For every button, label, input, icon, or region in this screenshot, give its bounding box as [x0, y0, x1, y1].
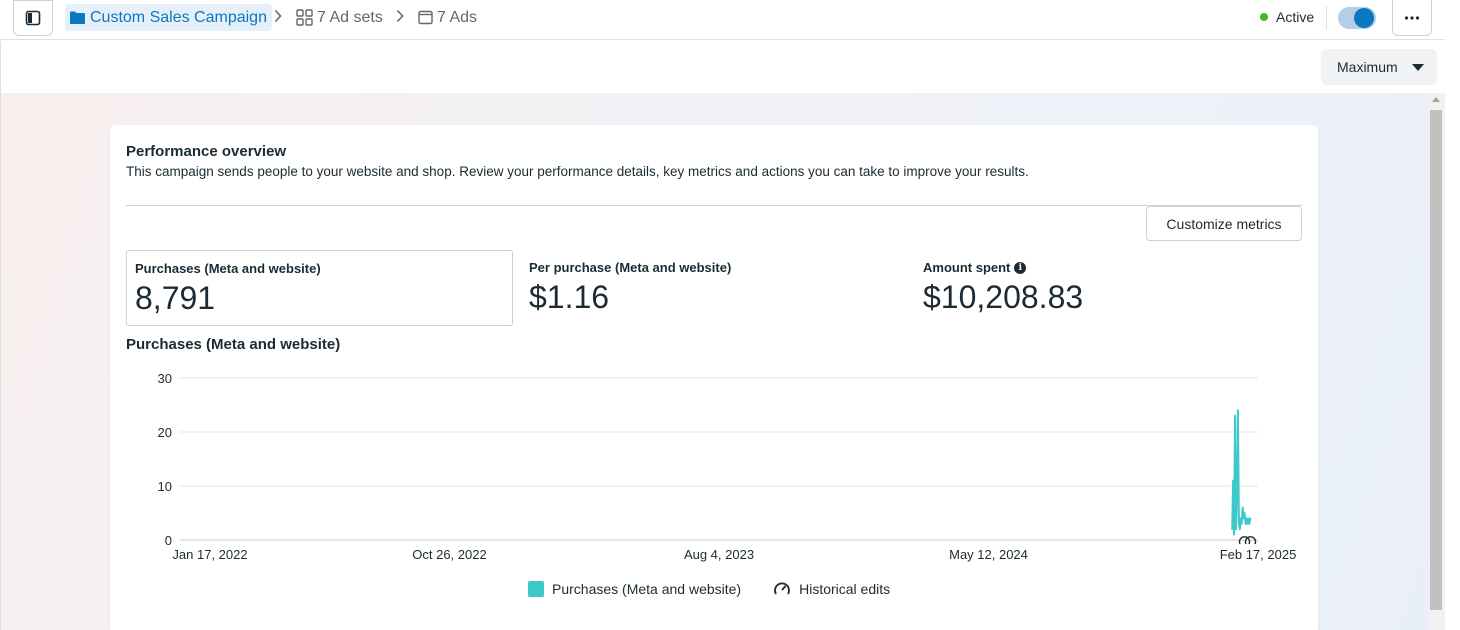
purchases-line-chart: 0 10 20 30 Jan 17, 2022 Oct 26, 2022 Aug 4, 20…	[158, 371, 1297, 562]
breadcrumb-ad-sets[interactable]: 7 Ad sets	[296, 4, 383, 31]
ad-frame-icon	[418, 10, 433, 25]
campaign-on-off-toggle[interactable]	[1338, 7, 1376, 29]
sidebar-toggle-button[interactable]	[13, 0, 53, 36]
data-point	[1248, 523, 1251, 525]
breadcrumb-campaign-label: Custom Sales Campaign	[90, 8, 267, 26]
data-point	[1245, 517, 1248, 520]
chart-title: Purchases (Meta and website)	[126, 336, 341, 353]
x-tick-label: Jan 17, 2022	[172, 547, 247, 562]
sidebar-panel-icon	[25, 10, 41, 26]
ellipsis-icon	[1404, 15, 1420, 20]
status-dot	[1260, 13, 1268, 21]
legend-label: Historical edits	[799, 581, 891, 597]
customize-metrics-button[interactable]: Customize metrics	[1146, 206, 1302, 241]
y-tick-label: 0	[165, 533, 172, 548]
data-point	[1240, 523, 1243, 525]
data-point	[1233, 533, 1235, 536]
metric-value: $1.16	[529, 279, 610, 315]
scroll-up-arrow-icon[interactable]	[1432, 97, 1440, 102]
legend-item-historical-edits[interactable]: Historical edits	[773, 581, 890, 597]
chart-legend: Purchases (Meta and website) Historical …	[528, 581, 890, 597]
metric-value: $10,208.83	[923, 279, 1084, 315]
card-title: Performance overview	[126, 143, 287, 160]
gauge-icon	[774, 582, 790, 595]
y-tick-label: 30	[158, 371, 172, 386]
grid-icon	[296, 9, 313, 26]
x-tick-label: May 12, 2024	[949, 547, 1028, 562]
legend-item-purchases[interactable]: Purchases (Meta and website)	[528, 581, 741, 597]
data-point	[1244, 523, 1247, 525]
data-point	[1239, 528, 1241, 530]
folder-icon	[70, 11, 85, 24]
metric-label: Amount spent i	[923, 260, 1294, 275]
caret-down-icon	[1412, 64, 1424, 71]
data-point	[1243, 512, 1246, 514]
data-point	[1236, 490, 1238, 493]
data-point	[1235, 528, 1237, 530]
metric-value: 8,791	[135, 280, 216, 316]
metric-purchases[interactable]: Purchases (Meta and website) 8,791	[126, 250, 513, 326]
breadcrumb-ad-sets-label: 7 Ad sets	[317, 8, 383, 26]
more-options-button[interactable]	[1392, 0, 1432, 36]
card-description: This campaign sends people to your websi…	[126, 164, 1029, 179]
vertical-scrollbar[interactable]	[1428, 93, 1445, 630]
data-point	[1239, 517, 1242, 520]
divider	[126, 205, 1302, 206]
status-label: Active	[1276, 9, 1315, 25]
metric-label: Per purchase (Meta and website)	[529, 260, 732, 275]
top-bar: Custom Sales Campaign 7 Ad sets 7 Ads Ac…	[0, 0, 1445, 40]
data-point	[1234, 415, 1236, 417]
chevron-right-icon	[396, 9, 404, 28]
info-icon[interactable]: i	[1014, 261, 1027, 274]
metric-amount-spent[interactable]: Amount spent i $10,208.83	[915, 250, 1302, 326]
data-point	[1247, 517, 1250, 520]
data-point	[1241, 506, 1244, 509]
metric-label: Purchases (Meta and website)	[135, 261, 321, 276]
date-preset-dropdown[interactable]: Maximum	[1321, 49, 1437, 85]
toggle-knob	[1354, 8, 1374, 28]
legend-swatch	[528, 581, 544, 597]
data-point	[1237, 409, 1239, 412]
series-line	[1231, 409, 1252, 536]
campaign-status: Active	[1260, 9, 1314, 25]
divider	[1326, 6, 1327, 30]
data-point	[1249, 517, 1252, 520]
performance-overview-card: Performance overview This campaign sends…	[110, 125, 1318, 630]
y-tick-label: 10	[158, 479, 172, 494]
chevron-right-icon	[274, 9, 282, 28]
x-tick-label: Oct 26, 2022	[412, 547, 486, 562]
breadcrumb-campaign[interactable]: Custom Sales Campaign	[65, 4, 272, 31]
window-edge	[1445, 0, 1460, 630]
scrollbar-thumb[interactable]	[1430, 110, 1442, 610]
historical-edit-marker	[1238, 536, 1257, 545]
sub-toolbar: Maximum	[0, 41, 1445, 93]
data-point	[1231, 528, 1233, 530]
metric-per-purchase[interactable]: Per purchase (Meta and website) $1.16	[521, 250, 908, 326]
x-tick-label: Feb 17, 2025	[1220, 547, 1297, 562]
data-point	[1238, 523, 1240, 525]
breadcrumb-ads[interactable]: 7 Ads	[418, 4, 477, 31]
data-point	[1232, 479, 1234, 482]
data-point	[1246, 523, 1249, 525]
date-preset-label: Maximum	[1337, 59, 1398, 75]
breadcrumb-ads-label: 7 Ads	[437, 8, 478, 26]
x-tick-label: Aug 4, 2023	[684, 547, 754, 562]
y-tick-label: 20	[158, 425, 172, 440]
legend-label: Purchases (Meta and website)	[552, 581, 742, 597]
data-point	[1242, 517, 1245, 520]
